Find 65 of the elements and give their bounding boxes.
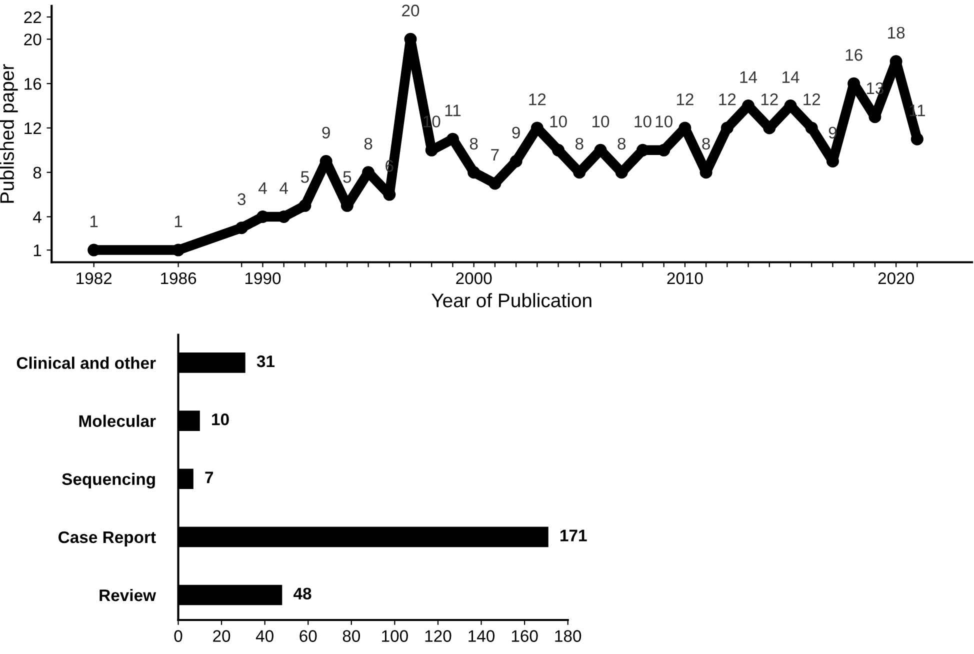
data-label: 8 xyxy=(575,138,584,150)
y-tick-label: 22 xyxy=(24,11,42,24)
data-label: 4 xyxy=(258,182,267,194)
x-tick-label: 140 xyxy=(468,630,495,642)
data-label: 5 xyxy=(343,171,352,183)
y-tick-label: 4 xyxy=(33,211,42,223)
data-label: 31 xyxy=(256,355,275,368)
x-tick-label: 2000 xyxy=(456,272,492,284)
data-label: 8 xyxy=(470,138,478,150)
y-tick-label: Review xyxy=(100,588,156,602)
data-label: 8 xyxy=(702,138,710,150)
data-label: 9 xyxy=(322,126,330,139)
data-label: 12 xyxy=(761,93,778,106)
y-axis-title: Published paper xyxy=(0,64,18,203)
y-tick-label: Case Report xyxy=(58,531,156,546)
y-tick-label: 16 xyxy=(24,78,42,90)
data-label: 10 xyxy=(550,116,567,128)
data-label: 14 xyxy=(782,71,800,83)
x-tick-label: 60 xyxy=(300,630,317,642)
data-label: 10 xyxy=(656,116,672,128)
x-tick-label: 1986 xyxy=(161,272,196,284)
data-label: 3 xyxy=(238,193,246,206)
x-tick-label: 120 xyxy=(425,630,452,642)
y-tick-label: Molecular xyxy=(79,414,156,427)
data-label: 1 xyxy=(174,216,182,228)
y-tick-label: Clinical and other xyxy=(16,356,156,369)
data-label: 8 xyxy=(618,138,626,150)
data-label: 9 xyxy=(512,126,520,139)
data-label: 10 xyxy=(592,116,610,128)
x-tick-label: 100 xyxy=(382,630,408,642)
x-tick-label: 20 xyxy=(213,630,230,642)
data-label: 171 xyxy=(560,530,587,542)
y-tick-label: 1 xyxy=(34,244,42,256)
x-tick-label: 1990 xyxy=(245,272,281,284)
x-tick-label: 2010 xyxy=(667,272,703,284)
data-label: 16 xyxy=(846,49,862,61)
x-tick-label: 80 xyxy=(342,630,360,642)
x-axis-title: Year of Publication xyxy=(432,293,592,308)
data-label: 10 xyxy=(212,413,229,426)
data-label: 10 xyxy=(634,116,652,128)
data-label: 12 xyxy=(529,93,546,106)
x-tick-label: 0 xyxy=(174,630,182,642)
data-label: 12 xyxy=(676,93,694,106)
x-tick-label: 160 xyxy=(512,630,538,642)
data-label: 48 xyxy=(294,588,312,600)
y-tick-label: 8 xyxy=(33,166,42,179)
y-tick-label: Sequencing xyxy=(62,472,155,488)
data-label: 12 xyxy=(804,93,820,106)
y-tick-label: 20 xyxy=(24,34,42,46)
data-label: 11 xyxy=(445,104,461,116)
y-tick-label: 12 xyxy=(24,122,42,134)
data-label: 14 xyxy=(740,71,758,83)
data-label: 1 xyxy=(90,216,98,228)
data-label: 5 xyxy=(300,171,309,183)
data-label: 7 xyxy=(205,472,214,484)
data-label: 18 xyxy=(888,26,905,39)
x-tick-label: 1982 xyxy=(76,272,112,284)
data-label: 4 xyxy=(280,182,288,194)
data-label: 12 xyxy=(719,93,736,106)
x-tick-label: 2020 xyxy=(878,272,914,284)
x-tick-label: 40 xyxy=(256,630,274,642)
data-label: 8 xyxy=(364,138,372,150)
data-label: 7 xyxy=(491,149,499,161)
x-tick-label: 180 xyxy=(555,630,582,642)
data-label: 20 xyxy=(402,4,420,16)
